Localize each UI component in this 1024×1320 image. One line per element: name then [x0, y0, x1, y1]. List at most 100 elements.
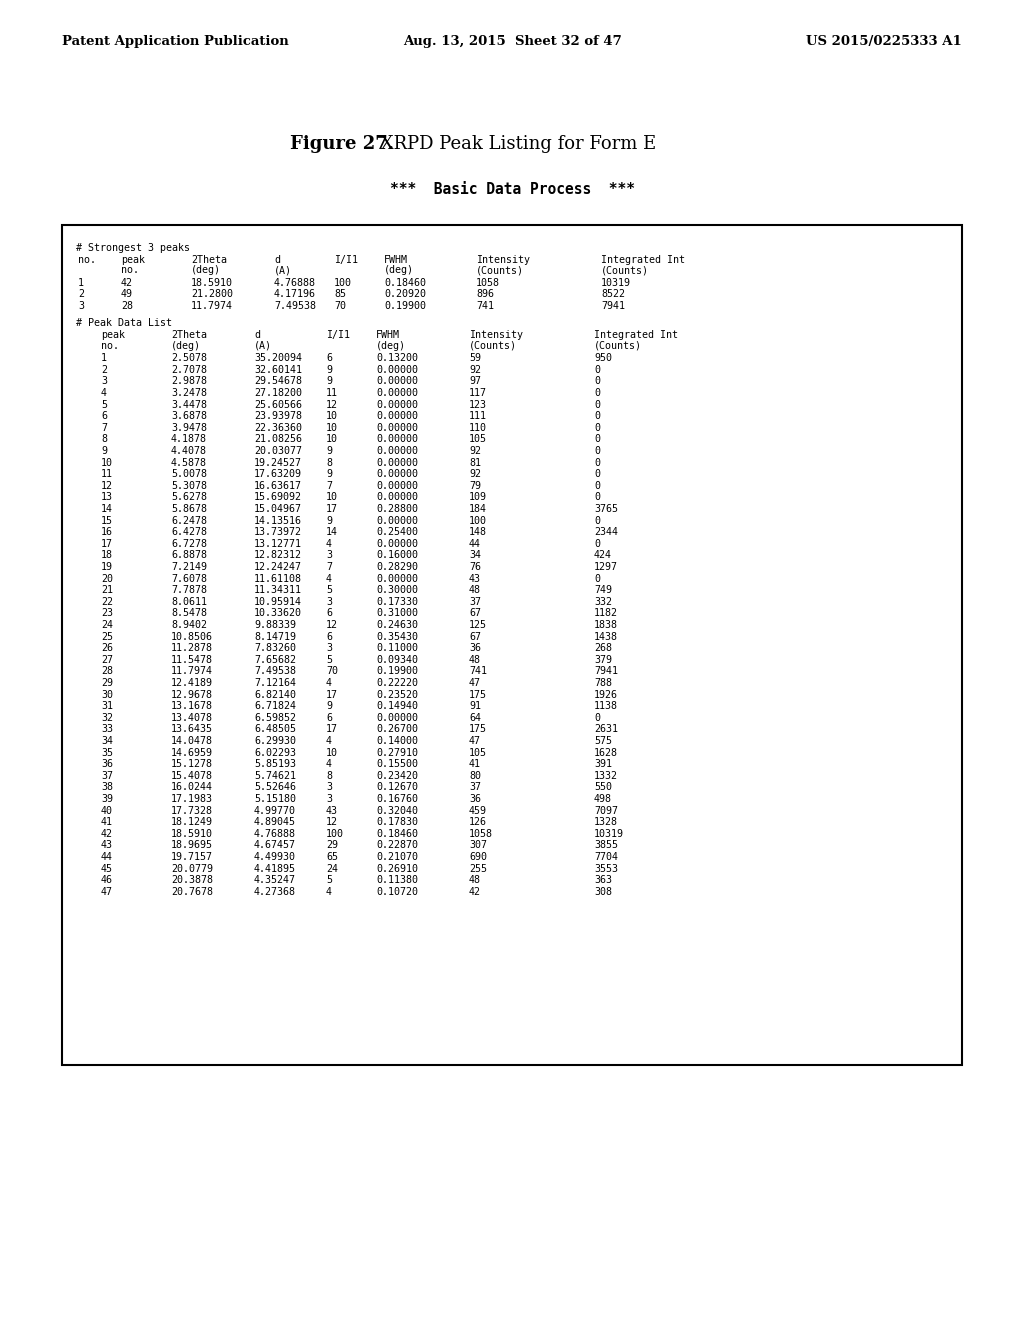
Text: 67: 67 — [469, 631, 481, 642]
Text: 4.76888: 4.76888 — [274, 277, 316, 288]
Text: 7.7878: 7.7878 — [171, 585, 207, 595]
Text: 18.5910: 18.5910 — [171, 829, 213, 838]
Text: 498: 498 — [594, 795, 612, 804]
Text: 3855: 3855 — [594, 841, 618, 850]
Text: 0.00000: 0.00000 — [376, 574, 418, 583]
Text: (Counts): (Counts) — [601, 265, 649, 275]
Text: 7.49538: 7.49538 — [274, 301, 316, 312]
Text: no.: no. — [121, 265, 139, 275]
Text: 307: 307 — [469, 841, 487, 850]
Text: 6.4278: 6.4278 — [171, 527, 207, 537]
Text: 19.24527: 19.24527 — [254, 458, 302, 467]
Text: 0.00000: 0.00000 — [376, 376, 418, 387]
Text: 1: 1 — [78, 277, 84, 288]
Text: 6.8878: 6.8878 — [171, 550, 207, 561]
Text: 7941: 7941 — [601, 301, 625, 312]
Text: 0.00000: 0.00000 — [376, 480, 418, 491]
Text: 37: 37 — [469, 597, 481, 607]
Text: 10.95914: 10.95914 — [254, 597, 302, 607]
Text: 110: 110 — [469, 422, 487, 433]
Text: 3765: 3765 — [594, 504, 618, 513]
Text: 18.5910: 18.5910 — [191, 277, 233, 288]
Text: 14: 14 — [101, 504, 113, 513]
Text: 0.16760: 0.16760 — [376, 795, 418, 804]
Text: 0.00000: 0.00000 — [376, 713, 418, 723]
Text: 22.36360: 22.36360 — [254, 422, 302, 433]
Text: 12: 12 — [326, 620, 338, 630]
Text: 13.4078: 13.4078 — [171, 713, 213, 723]
Text: 896: 896 — [476, 289, 494, 300]
Text: 0: 0 — [594, 400, 600, 409]
Text: 123: 123 — [469, 400, 487, 409]
Text: 105: 105 — [469, 434, 487, 445]
Text: 1058: 1058 — [469, 829, 493, 838]
Text: 0.16000: 0.16000 — [376, 550, 418, 561]
Text: 67: 67 — [469, 609, 481, 618]
Text: 91: 91 — [469, 701, 481, 711]
Text: FWHM: FWHM — [384, 255, 408, 264]
Text: 0.30000: 0.30000 — [376, 585, 418, 595]
Text: 8.5478: 8.5478 — [171, 609, 207, 618]
Text: 16: 16 — [101, 527, 113, 537]
Text: 10: 10 — [101, 458, 113, 467]
Text: # Strongest 3 peaks: # Strongest 3 peaks — [76, 243, 190, 253]
Text: 0.27910: 0.27910 — [376, 747, 418, 758]
Text: 0.17330: 0.17330 — [376, 597, 418, 607]
Text: 3553: 3553 — [594, 863, 618, 874]
Text: 4: 4 — [326, 678, 332, 688]
Text: 332: 332 — [594, 597, 612, 607]
Text: 39: 39 — [101, 795, 113, 804]
Text: 9: 9 — [326, 516, 332, 525]
Text: 29: 29 — [101, 678, 113, 688]
Text: 12.24247: 12.24247 — [254, 562, 302, 572]
Text: 4.67457: 4.67457 — [254, 841, 296, 850]
Text: 5: 5 — [326, 875, 332, 886]
Text: 20: 20 — [101, 574, 113, 583]
Text: 10: 10 — [326, 434, 338, 445]
Text: 4: 4 — [326, 737, 332, 746]
Text: 13: 13 — [101, 492, 113, 503]
Text: 0: 0 — [594, 713, 600, 723]
Text: 2: 2 — [101, 364, 106, 375]
Text: 4.49930: 4.49930 — [254, 851, 296, 862]
Text: 0: 0 — [594, 376, 600, 387]
Text: 92: 92 — [469, 364, 481, 375]
Text: 21: 21 — [101, 585, 113, 595]
Text: 125: 125 — [469, 620, 487, 630]
Text: 0.00000: 0.00000 — [376, 469, 418, 479]
Text: 41: 41 — [101, 817, 113, 828]
Text: 47: 47 — [469, 737, 481, 746]
Text: 13.73972: 13.73972 — [254, 527, 302, 537]
Text: 42: 42 — [101, 829, 113, 838]
Text: 4.76888: 4.76888 — [254, 829, 296, 838]
Text: 17.63209: 17.63209 — [254, 469, 302, 479]
Text: 17.1983: 17.1983 — [171, 795, 213, 804]
Text: 7097: 7097 — [594, 805, 618, 816]
Text: 35.20094: 35.20094 — [254, 354, 302, 363]
Text: 20.3878: 20.3878 — [171, 875, 213, 886]
Text: 6.02293: 6.02293 — [254, 747, 296, 758]
Text: 8.0611: 8.0611 — [171, 597, 207, 607]
Text: 8: 8 — [326, 771, 332, 781]
Text: 14.6959: 14.6959 — [171, 747, 213, 758]
Text: 0.00000: 0.00000 — [376, 492, 418, 503]
Text: 79: 79 — [469, 480, 481, 491]
Text: 9.88339: 9.88339 — [254, 620, 296, 630]
Text: 24: 24 — [101, 620, 113, 630]
Text: 8.14719: 8.14719 — [254, 631, 296, 642]
Text: 6.82140: 6.82140 — [254, 689, 296, 700]
Text: 0: 0 — [594, 412, 600, 421]
Text: 100: 100 — [326, 829, 344, 838]
Text: 44: 44 — [101, 851, 113, 862]
Text: 14.0478: 14.0478 — [171, 737, 213, 746]
Text: 788: 788 — [594, 678, 612, 688]
Text: 0.31000: 0.31000 — [376, 609, 418, 618]
Text: 42: 42 — [469, 887, 481, 896]
Text: no.: no. — [78, 255, 96, 264]
Text: 32: 32 — [101, 713, 113, 723]
Text: 7.2149: 7.2149 — [171, 562, 207, 572]
Text: 85: 85 — [334, 289, 346, 300]
Text: 4: 4 — [101, 388, 106, 399]
Text: 32.60141: 32.60141 — [254, 364, 302, 375]
Text: 4.89045: 4.89045 — [254, 817, 296, 828]
